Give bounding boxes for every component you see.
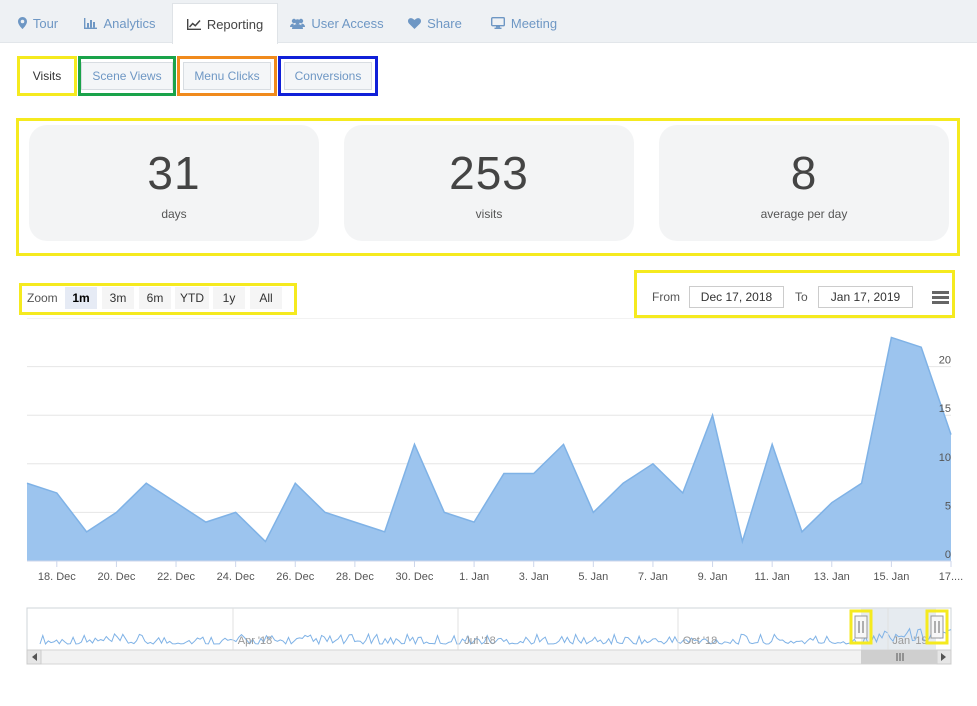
heart-icon — [408, 17, 422, 29]
stat-value: 253 — [449, 147, 529, 199]
zoom-ytd-button[interactable]: YTD — [175, 287, 209, 309]
map-marker-icon — [17, 17, 27, 29]
zoom-1m-button[interactable]: 1m — [65, 287, 97, 309]
tab-label: Reporting — [206, 16, 264, 32]
navigator-series-line — [39, 627, 952, 646]
subtab-menu-clicks-label: Menu Clicks — [183, 62, 271, 90]
navigator-handle-left[interactable] — [854, 615, 868, 639]
subtab-scene-views-label: Scene Views — [81, 62, 173, 90]
users-icon — [290, 18, 306, 29]
grip-icon — [896, 653, 904, 661]
x-tick-label: 30. Dec — [396, 571, 434, 583]
highlight-handle-left — [849, 609, 873, 645]
tab-label: Analytics — [103, 15, 156, 31]
navigator-label: Apr '18 — [238, 635, 273, 647]
main-tab-bar: Tour Analytics Reporting User Access Sha… — [0, 0, 977, 44]
to-date-input[interactable]: Jan 17, 2019 — [818, 286, 913, 308]
x-tick-label: 20. Dec — [97, 571, 135, 583]
y-tick-label: 5 — [945, 500, 951, 512]
y-tick-label: 0 — [945, 549, 951, 561]
navigator-handle-right[interactable] — [930, 615, 944, 639]
x-tick-label: 7. Jan — [638, 571, 668, 583]
tab-analytics[interactable]: Analytics — [78, 4, 162, 42]
y-tick-label: 10 — [939, 452, 951, 464]
x-tick-label: 17.... — [939, 571, 963, 583]
tab-reporting[interactable]: Reporting — [172, 3, 278, 44]
line-chart-icon — [186, 18, 201, 30]
stat-card-days: 31 days — [29, 125, 319, 241]
from-date-input[interactable]: Dec 17, 2018 — [689, 286, 784, 308]
stat-value: 31 — [147, 147, 201, 199]
stat-label: average per day — [760, 207, 848, 221]
zoom-6m-button[interactable]: 6m — [139, 287, 171, 309]
main-area-chart: 18. Dec 20. Dec 22. Dec 24. Dec 26. Dec 28. D… — [26, 318, 963, 583]
to-label: To — [795, 290, 808, 304]
x-tick-label: 5. Jan — [578, 571, 608, 583]
navigator-label: Jul '18 — [464, 635, 495, 647]
zoom-label: Zoom — [27, 291, 58, 305]
y-tick-label: 15 — [939, 403, 951, 415]
subtab-menu-clicks[interactable]: Menu Clicks — [177, 56, 277, 96]
tab-share[interactable]: Share — [400, 4, 470, 42]
navigator[interactable]: Apr '18 Jul '18 Oct '18 Jan '19 — [0, 604, 977, 666]
stat-value: 8 — [790, 147, 818, 199]
visits-area-series — [27, 337, 951, 561]
tab-label: Meeting — [510, 15, 558, 31]
stat-label: days — [161, 207, 187, 221]
tab-label: Share — [427, 15, 462, 31]
arrow-right-icon — [941, 653, 946, 661]
tab-meeting[interactable]: Meeting — [480, 4, 568, 42]
zoom-1y-button[interactable]: 1y — [213, 287, 245, 309]
stat-card-average: 8 average per day — [659, 125, 949, 241]
highlight-handle-right — [925, 609, 949, 645]
subtab-scene-views[interactable]: Scene Views — [78, 56, 176, 96]
tab-label: Tour — [32, 15, 59, 31]
from-label: From — [652, 290, 680, 304]
x-tick-label: 3. Jan — [519, 571, 549, 583]
arrow-left-icon — [32, 653, 37, 661]
tab-user-access[interactable]: User Access — [284, 4, 390, 42]
stat-card-visits: 253 visits — [344, 125, 634, 241]
subtab-conversions[interactable]: Conversions — [278, 56, 378, 96]
x-tick-label: 28. Dec — [336, 571, 374, 583]
hamburger-menu-icon[interactable] — [932, 291, 949, 305]
visits-line — [26, 336, 952, 545]
scrollbar-track[interactable] — [26, 649, 952, 665]
x-tick-label: 9. Jan — [698, 571, 728, 583]
tab-label: User Access — [311, 15, 384, 31]
stat-label: visits — [475, 207, 503, 221]
tab-tour[interactable]: Tour — [8, 4, 68, 42]
subtab-visits-label: Visits — [21, 62, 73, 90]
monitor-icon — [490, 17, 505, 29]
x-tick-label: 22. Dec — [157, 571, 195, 583]
navigator-selected-range[interactable] — [861, 608, 936, 650]
subtab-conversions-label: Conversions — [283, 62, 373, 90]
zoom-all-button[interactable]: All — [250, 287, 282, 309]
zoom-3m-button[interactable]: 3m — [102, 287, 134, 309]
scrollbar-thumb[interactable] — [861, 650, 937, 664]
y-tick-label: 20 — [939, 355, 951, 367]
subtab-visits[interactable]: Visits — [17, 56, 77, 96]
x-tick-label: 13. Jan — [814, 571, 850, 583]
x-tick-label: 18. Dec — [38, 571, 76, 583]
bar-chart-icon — [84, 17, 98, 29]
x-tick-label: 1. Jan — [459, 571, 489, 583]
navigator-label: Jan '19 — [892, 635, 927, 647]
x-tick-label: 26. Dec — [276, 571, 314, 583]
x-tick-label: 11. Jan — [755, 571, 790, 583]
x-tick-label: 24. Dec — [217, 571, 255, 583]
x-tick-label: 15. Jan — [873, 571, 909, 583]
navigator-label: Oct '18 — [683, 635, 718, 647]
